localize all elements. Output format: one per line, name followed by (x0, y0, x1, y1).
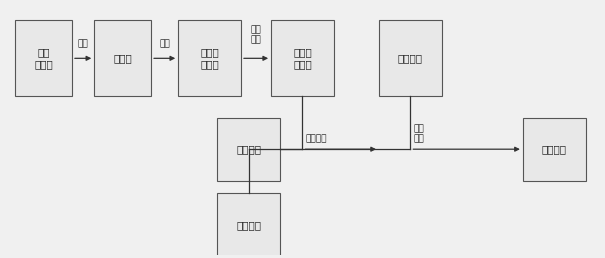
Text: 研磨
过筛: 研磨 过筛 (250, 26, 261, 44)
FancyBboxPatch shape (178, 20, 241, 96)
Text: 废旧
电路板: 废旧 电路板 (34, 47, 53, 69)
Text: 改性沥青: 改性沥青 (236, 220, 261, 230)
Text: 改性沥青: 改性沥青 (541, 144, 567, 154)
FancyBboxPatch shape (523, 118, 586, 181)
FancyBboxPatch shape (15, 20, 72, 96)
Text: 分馏: 分馏 (159, 39, 170, 48)
FancyBboxPatch shape (217, 194, 280, 256)
FancyBboxPatch shape (271, 20, 334, 96)
Text: 热解油: 热解油 (113, 53, 132, 63)
Text: 热解: 热解 (77, 39, 88, 48)
Text: 搅拌混合: 搅拌混合 (306, 134, 327, 143)
Text: 混合沥青: 混合沥青 (398, 53, 423, 63)
Text: 搅拌
混合: 搅拌 混合 (413, 124, 424, 143)
FancyBboxPatch shape (94, 20, 151, 96)
FancyBboxPatch shape (217, 118, 280, 181)
Text: 热解油
重馏分: 热解油 重馏分 (200, 47, 219, 69)
FancyBboxPatch shape (379, 20, 442, 96)
Text: 石油沥青: 石油沥青 (236, 144, 261, 154)
Text: 粉末状
改性剂: 粉末状 改性剂 (293, 47, 312, 69)
